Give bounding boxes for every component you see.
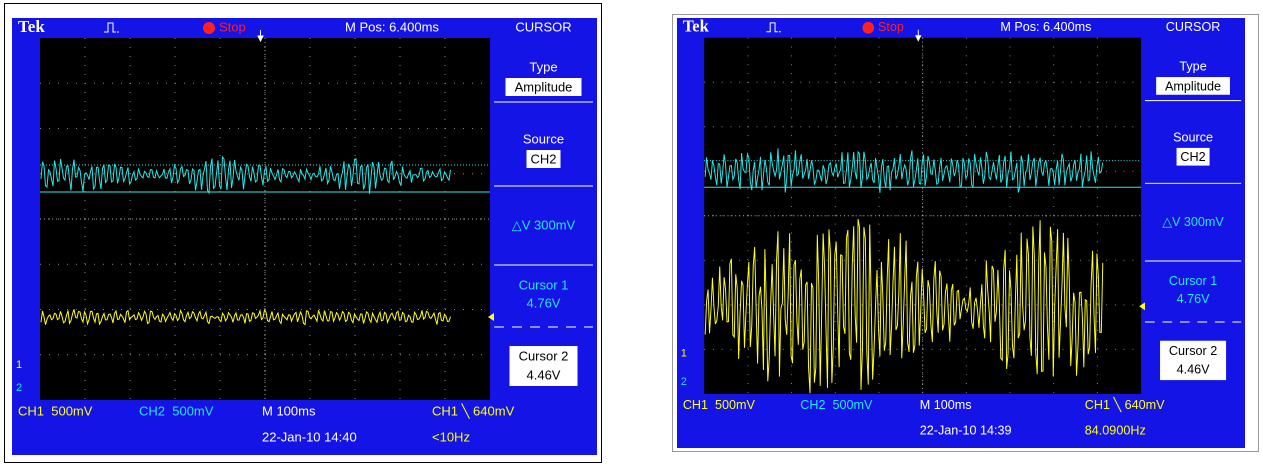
ch2-marker: 2 <box>681 376 687 388</box>
scope-screen: Tek Stop M Pos: 6.400ms CURSOR Type Amplitude… <box>677 17 1245 448</box>
menu-title: CURSOR <box>515 19 571 34</box>
cursor-label: Cursor 1 <box>1169 274 1217 288</box>
cursor-value: 4.46V <box>1177 363 1210 377</box>
brand-logo: Tek <box>683 17 710 36</box>
ch2-scale: CH2 500mV <box>800 398 873 412</box>
menu-value: Amplitude <box>515 79 573 94</box>
date-time: 22-Jan-10 14:39 <box>920 424 1012 438</box>
position: M Pos: 6.400ms <box>345 19 439 34</box>
frequency: <10Hz <box>432 429 470 444</box>
ch1-marker: 1 <box>16 359 22 371</box>
brand-logo: Tek <box>18 17 45 36</box>
page: Tek Stop M Pos: 6.400ms CURSOR Type Amplitude… <box>0 0 1263 466</box>
frequency: 84.0900Hz <box>1085 424 1146 438</box>
delta-readout: △V 300mV <box>1162 215 1224 229</box>
ch2-marker: 2 <box>16 382 22 394</box>
position: M Pos: 6.400ms <box>1000 20 1091 34</box>
ch1-scale: CH1 500mV <box>18 403 93 418</box>
scope-screen: Tek Stop M Pos: 6.400ms CURSOR Type Amplitude… <box>12 17 597 455</box>
cursor-label: Cursor 2 <box>1169 344 1217 358</box>
stop-indicator <box>203 22 215 34</box>
menu-label: Source <box>523 131 564 146</box>
menu-value: Amplitude <box>1165 79 1221 93</box>
timebase: M 100ms <box>920 398 972 412</box>
status: Stop <box>219 19 246 34</box>
trigger: CH1 ╲ 640mV <box>1085 396 1165 413</box>
ch1-marker: 1 <box>681 347 687 359</box>
status: Stop <box>878 20 904 34</box>
cursor-value: 4.46V <box>527 367 561 382</box>
delta-readout: △V 300mV <box>512 217 576 232</box>
menu-label: Type <box>529 59 557 74</box>
cursor-label: Cursor 1 <box>519 277 569 292</box>
stop-indicator <box>862 22 874 34</box>
menu-value: CH2 <box>1180 150 1205 164</box>
menu-title: CURSOR <box>1166 20 1221 34</box>
menu-label: Source <box>1173 130 1213 144</box>
cursor-value: 4.76V <box>1177 292 1210 306</box>
menu-value: CH2 <box>530 151 556 166</box>
cursor-label: Cursor 2 <box>519 348 569 363</box>
date-time: 22-Jan-10 14:40 <box>262 429 357 444</box>
ch1-scale: CH1 500mV <box>683 398 756 412</box>
menu-label: Type <box>1179 60 1206 74</box>
timebase: M 100ms <box>262 403 316 418</box>
trigger: CH1 ╲ 640mV <box>432 402 515 419</box>
cursor-value: 4.76V <box>527 295 561 310</box>
ch2-scale: CH2 500mV <box>139 403 214 418</box>
